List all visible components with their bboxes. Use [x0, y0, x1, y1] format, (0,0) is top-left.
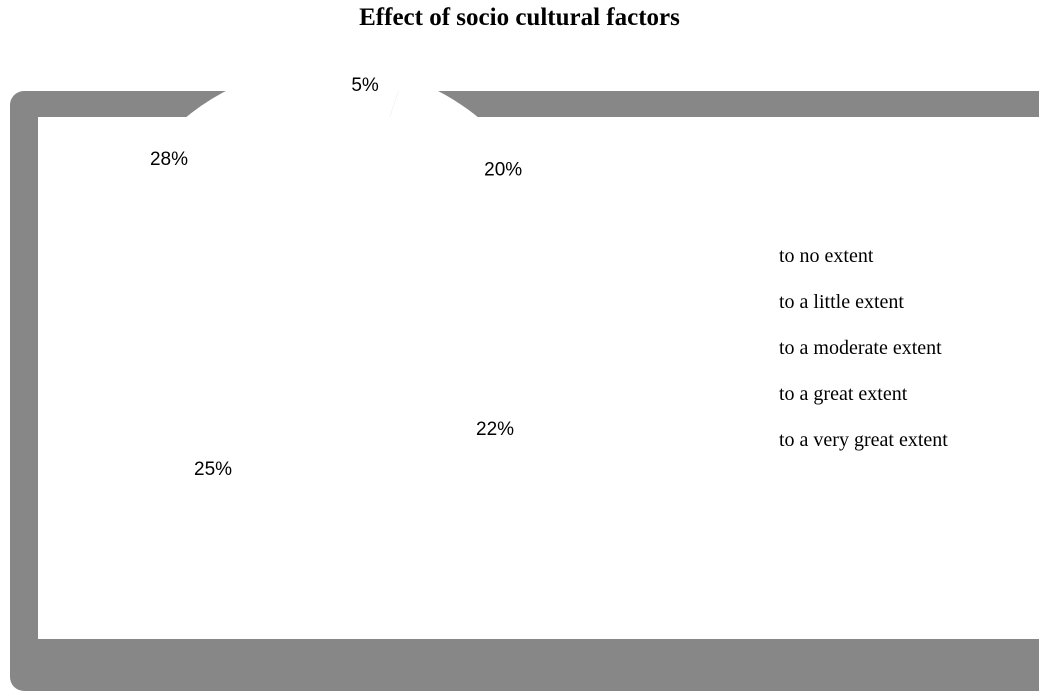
pie-slice-to-a-little-extent — [332, 76, 562, 295]
legend-item-to-a-great-extent: to a great extent — [779, 382, 908, 405]
chart-title: Effect of socio cultural factors — [359, 4, 680, 31]
legend-item-to-a-very-great-extent: to a very great extent — [779, 428, 948, 451]
data-label-to-a-moderate-extent: 22% — [476, 419, 514, 440]
legend-item-to-a-little-extent: to a little extent — [779, 290, 904, 313]
data-label-to-a-very-great-extent: 28% — [150, 149, 188, 170]
pie-slice-to-a-great-extent — [106, 295, 376, 525]
pie-chart: 5% 20% 22% 25% 28% — [101, 65, 562, 525]
data-label-to-a-great-extent: 25% — [194, 459, 232, 480]
pie-slice-to-a-very-great-extent — [101, 65, 332, 339]
pie-slice-to-a-moderate-extent — [332, 295, 562, 521]
legend: to no extent to a little extent to a mod… — [779, 233, 948, 463]
legend-item-to-no-extent: to no extent — [779, 244, 874, 267]
data-label-to-a-little-extent: 20% — [484, 160, 522, 181]
legend-item-to-a-moderate-extent: to a moderate extent — [779, 336, 942, 359]
data-label-to-no-extent: 5% — [351, 75, 379, 96]
pie-slice-to-no-extent — [332, 65, 404, 295]
